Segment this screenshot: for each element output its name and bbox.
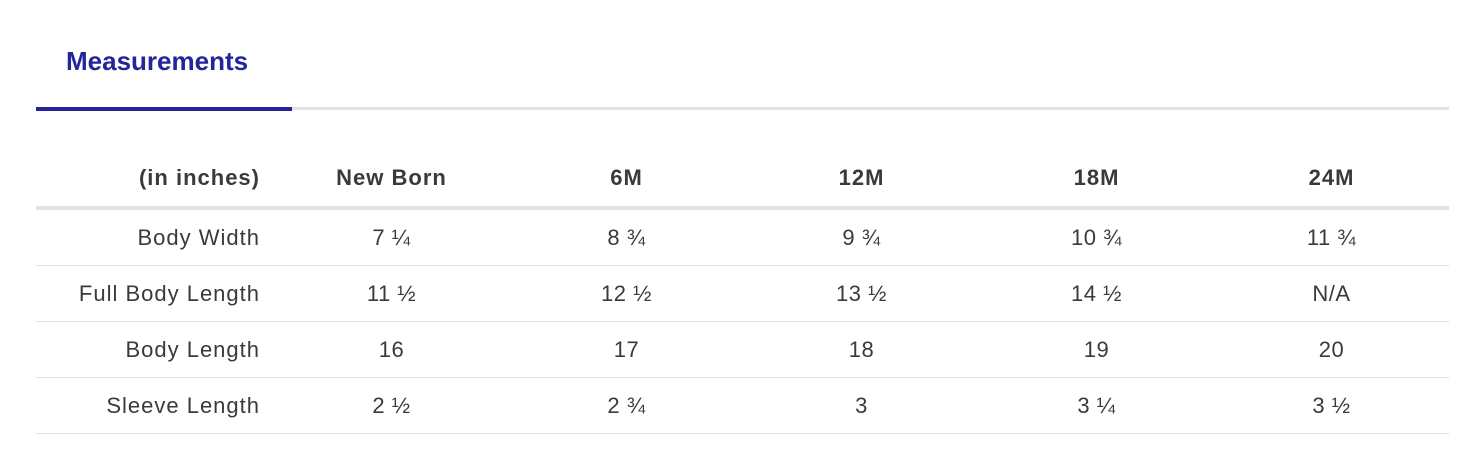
active-tab-indicator — [36, 107, 292, 111]
table-cell: 2 ½ — [274, 377, 509, 434]
tab-bar: Measurements — [36, 0, 1449, 112]
table-cell: 11 ¾ — [1214, 208, 1449, 266]
table-header-row: (in inches) New Born 6M 12M 18M 24M — [36, 150, 1449, 210]
row-label-full-body-length: Full Body Length — [36, 265, 274, 322]
table-row: Body Width 7 ¼ 8 ¾ 9 ¾ 10 ¾ 11 ¾ — [36, 208, 1449, 266]
table-row: Full Body Length 11 ½ 12 ½ 13 ½ 14 ½ N/A — [36, 265, 1449, 322]
table-cell: 14 ½ — [979, 265, 1214, 322]
column-header-18m: 18M — [979, 150, 1214, 210]
column-header-newborn: New Born — [274, 150, 509, 210]
table-cell: 2 ¾ — [509, 377, 744, 434]
column-header-12m: 12M — [744, 150, 979, 210]
table-cell: 13 ½ — [744, 265, 979, 322]
tab-measurements[interactable]: Measurements — [36, 0, 292, 112]
tab-measurements-label: Measurements — [66, 46, 249, 76]
table-cell: 7 ¼ — [274, 208, 509, 266]
table-cell: 11 ½ — [274, 265, 509, 322]
table-row: Sleeve Length 2 ½ 2 ¾ 3 3 ¼ 3 ½ — [36, 377, 1449, 434]
table-cell: 9 ¾ — [744, 208, 979, 266]
table-cell: N/A — [1214, 265, 1449, 322]
column-header-6m: 6M — [509, 150, 744, 210]
column-header-24m: 24M — [1214, 150, 1449, 210]
table-cell: 17 — [509, 321, 744, 378]
table-cell: 16 — [274, 321, 509, 378]
column-header-units: (in inches) — [36, 150, 274, 210]
tab-bar-divider — [292, 107, 1449, 110]
table-cell: 19 — [979, 321, 1214, 378]
table-cell: 3 ½ — [1214, 377, 1449, 434]
table-cell: 18 — [744, 321, 979, 378]
table-cell: 3 — [744, 377, 979, 434]
table-row: Body Length 16 17 18 19 20 — [36, 321, 1449, 378]
measurements-table: (in inches) New Born 6M 12M 18M 24M Body… — [36, 150, 1449, 434]
table-cell: 10 ¾ — [979, 208, 1214, 266]
table-cell: 3 ¼ — [979, 377, 1214, 434]
row-label-body-length: Body Length — [36, 321, 274, 378]
row-label-body-width: Body Width — [36, 208, 274, 266]
table-cell: 20 — [1214, 321, 1449, 378]
table-cell: 12 ½ — [509, 265, 744, 322]
row-label-sleeve-length: Sleeve Length — [36, 377, 274, 434]
table-cell: 8 ¾ — [509, 208, 744, 266]
